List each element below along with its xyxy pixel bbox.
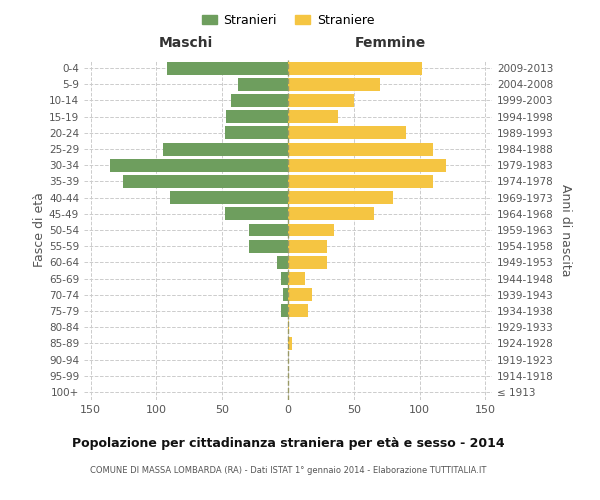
- Bar: [225, 208, 288, 220]
- Bar: [288, 208, 374, 220]
- Bar: [124, 175, 288, 188]
- Bar: [225, 126, 288, 140]
- Bar: [288, 288, 311, 301]
- Bar: [283, 288, 288, 301]
- Y-axis label: Anni di nascita: Anni di nascita: [559, 184, 572, 276]
- Bar: [248, 224, 288, 236]
- Text: Popolazione per cittadinanza straniera per età e sesso - 2014: Popolazione per cittadinanza straniera p…: [71, 438, 505, 450]
- Bar: [288, 320, 289, 334]
- Bar: [226, 110, 288, 123]
- Legend: Stranieri, Straniere: Stranieri, Straniere: [197, 8, 379, 32]
- Bar: [163, 142, 288, 156]
- Bar: [288, 337, 292, 350]
- Bar: [288, 94, 354, 107]
- Bar: [288, 142, 433, 156]
- Bar: [288, 240, 328, 252]
- Bar: [288, 175, 433, 188]
- Text: Maschi: Maschi: [159, 36, 213, 51]
- Bar: [248, 240, 288, 252]
- Bar: [288, 224, 334, 236]
- Bar: [288, 78, 380, 91]
- Bar: [288, 304, 308, 318]
- Bar: [288, 272, 305, 285]
- Bar: [232, 94, 288, 107]
- Text: COMUNE DI MASSA LOMBARDA (RA) - Dati ISTAT 1° gennaio 2014 - Elaborazione TUTTIT: COMUNE DI MASSA LOMBARDA (RA) - Dati IST…: [90, 466, 486, 475]
- Bar: [288, 159, 446, 172]
- Bar: [170, 191, 288, 204]
- Bar: [288, 62, 422, 74]
- Bar: [288, 126, 406, 140]
- Bar: [281, 272, 288, 285]
- Bar: [288, 256, 328, 269]
- Bar: [110, 159, 288, 172]
- Bar: [281, 304, 288, 318]
- Bar: [238, 78, 288, 91]
- Bar: [167, 62, 288, 74]
- Y-axis label: Fasce di età: Fasce di età: [33, 192, 46, 268]
- Bar: [288, 191, 393, 204]
- Bar: [277, 256, 288, 269]
- Text: Femmine: Femmine: [355, 36, 425, 51]
- Bar: [288, 110, 338, 123]
